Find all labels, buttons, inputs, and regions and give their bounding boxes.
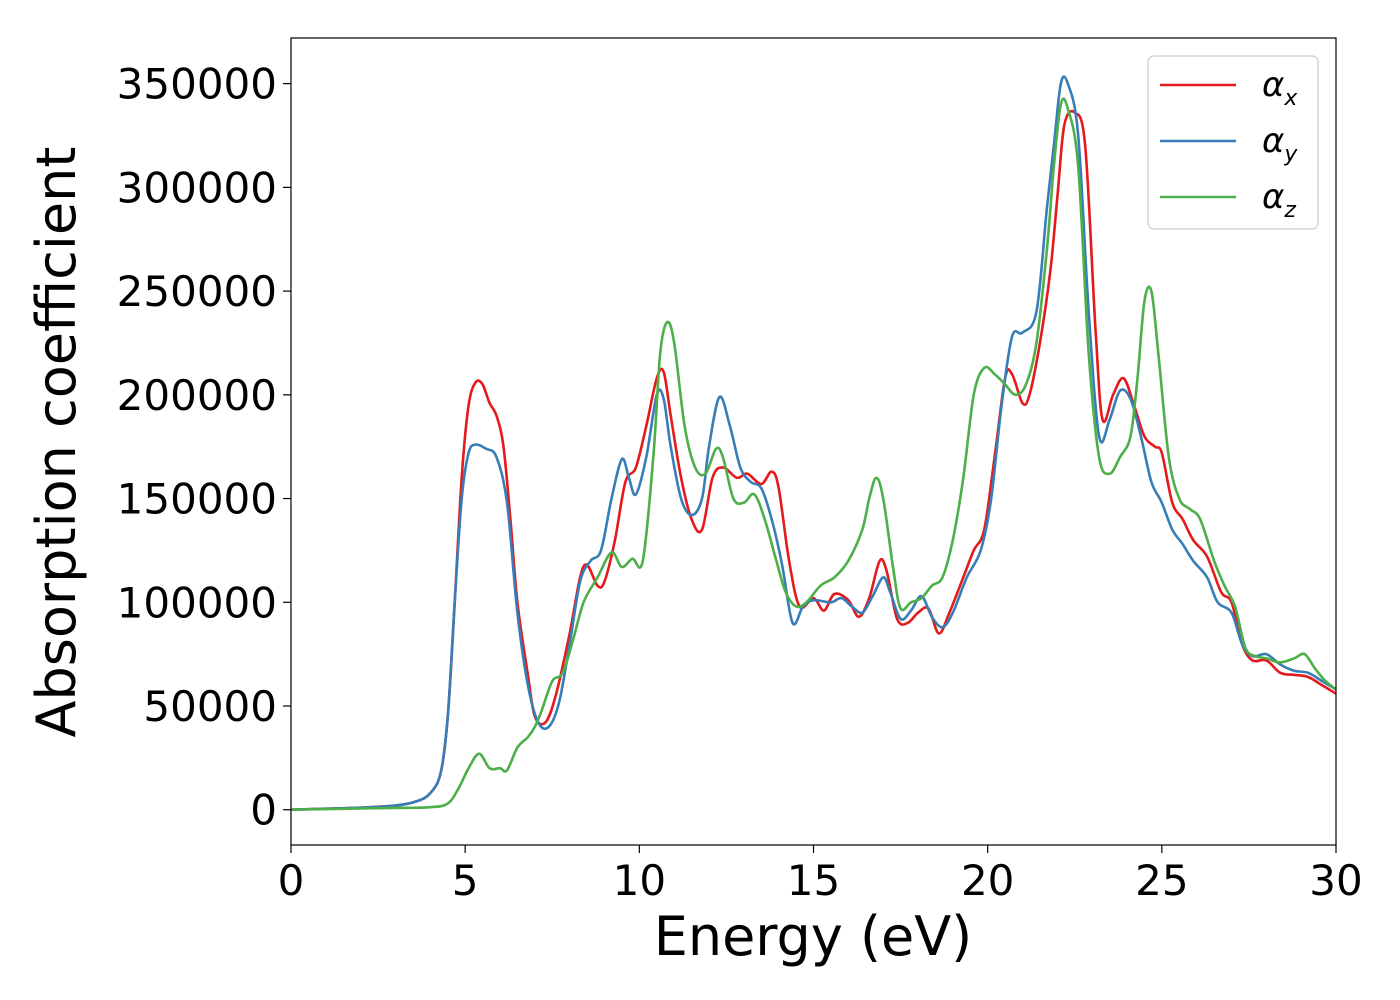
series-layer [291,75,1336,811]
y-tick-label: 350000 [117,60,277,109]
x-tick-label: 25 [1135,856,1188,905]
x-tick-label: 15 [787,856,840,905]
y-tick-label: 50000 [143,682,277,731]
x-tick-label: 30 [1309,856,1362,905]
x-axis: 0 5 10 15 20 25 30 [278,845,1363,905]
series-line-alpha-z [291,97,1336,811]
y-axis: 0 50000 100000 150000 200000 250000 300000 3500… [117,60,291,835]
y-tick-label: 250000 [117,267,277,316]
x-axis-title: Energy (eV) [654,905,973,968]
series-line-alpha-y [291,75,1336,811]
y-tick-label: 150000 [117,475,277,524]
x-tick-label: 20 [961,856,1014,905]
y-tick-label: 200000 [117,371,277,420]
y-tick-label: 0 [250,786,277,835]
y-axis-title: Absorption coefficient [25,147,88,738]
legend-frame [1147,55,1319,230]
x-tick-label: 5 [452,856,479,905]
x-tick-label: 0 [278,856,305,905]
x-tick-label: 10 [613,856,666,905]
y-tick-label: 100000 [117,578,277,627]
y-tick-label: 300000 [117,163,277,212]
